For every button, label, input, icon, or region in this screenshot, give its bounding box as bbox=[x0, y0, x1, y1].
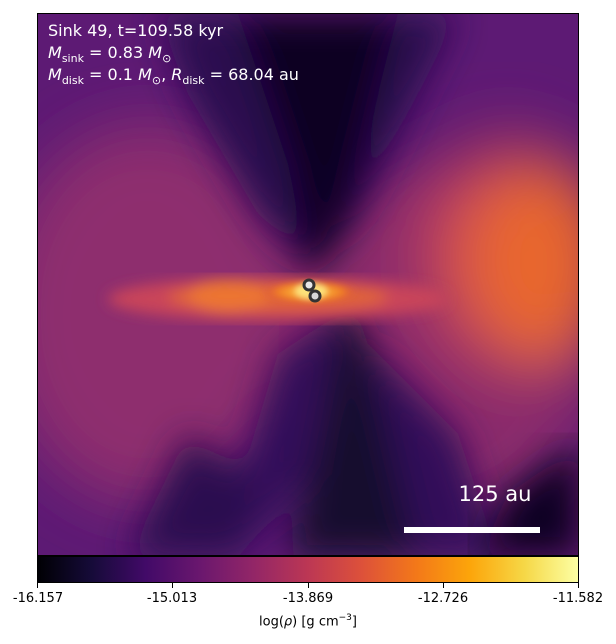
scalebar-label: 125 au bbox=[458, 482, 532, 506]
sink-particle-1 bbox=[302, 278, 316, 292]
colorbar-tick bbox=[172, 583, 173, 588]
density-image bbox=[38, 14, 578, 555]
colorbar-tick bbox=[443, 583, 444, 588]
colorbar-tick-label: -16.157 bbox=[12, 591, 64, 606]
density-map-panel: Sink 49, t=109.58 kyr Msink = 0.83 M⊙ Md… bbox=[37, 13, 579, 556]
sink-time-label: Sink 49, t=109.58 kyr bbox=[48, 21, 224, 40]
colorbar-tick-label: -15.013 bbox=[146, 591, 198, 606]
colorbar-tick bbox=[578, 583, 579, 588]
colorbar-tick bbox=[37, 583, 38, 588]
disk-properties-label: Mdisk = 0.1 M⊙, Rdisk = 68.04 au bbox=[48, 65, 299, 88]
colorbar-tick-label: -11.582 bbox=[552, 591, 604, 606]
colorbar bbox=[37, 556, 579, 583]
colorbar-gradient bbox=[38, 557, 578, 582]
sink-mass-label: Msink = 0.83 M⊙ bbox=[48, 43, 172, 66]
colorbar-tick bbox=[308, 583, 309, 588]
colorbar-label: log(ρ) [g cm−3] bbox=[259, 613, 357, 630]
colorbar-tick-label: -13.869 bbox=[282, 591, 334, 606]
sink-particle-2 bbox=[308, 289, 322, 303]
scalebar bbox=[404, 527, 540, 533]
colorbar-tick-label: -12.726 bbox=[417, 591, 469, 606]
